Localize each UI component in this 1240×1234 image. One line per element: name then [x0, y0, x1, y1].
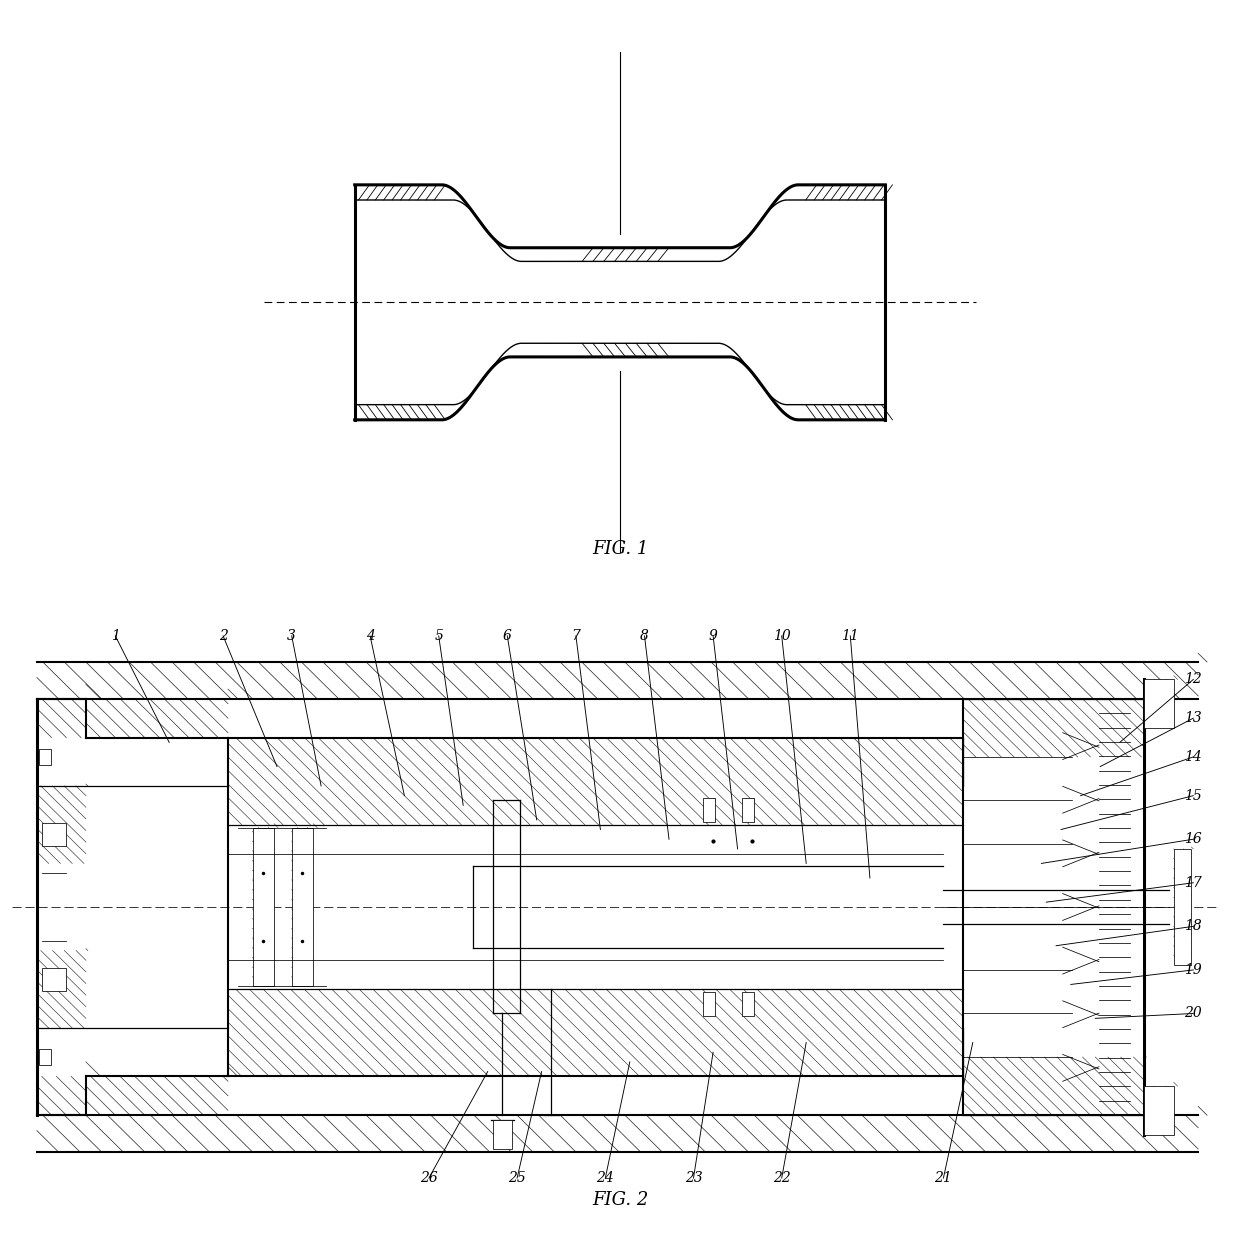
Text: 20: 20 [1184, 1007, 1202, 1021]
Text: FIG. 2: FIG. 2 [591, 1191, 649, 1209]
Text: 24: 24 [596, 1171, 614, 1185]
Bar [1174, 849, 1192, 965]
Bar [253, 828, 274, 986]
Text: 7: 7 [572, 629, 580, 643]
Text: 4: 4 [366, 629, 374, 643]
Text: 12: 12 [1184, 673, 1202, 686]
Bar [42, 823, 66, 847]
Bar [38, 749, 51, 765]
Text: 10: 10 [773, 629, 791, 643]
Bar [38, 1049, 51, 1065]
Text: 6: 6 [503, 629, 512, 643]
Text: 13: 13 [1184, 711, 1202, 726]
Text: 9: 9 [709, 629, 718, 643]
Text: 18: 18 [1184, 919, 1202, 933]
Bar [1145, 1086, 1174, 1134]
Text: 17: 17 [1184, 876, 1202, 890]
Text: 25: 25 [508, 1171, 526, 1185]
Text: 3: 3 [288, 629, 296, 643]
Text: 21: 21 [935, 1171, 952, 1185]
Text: 11: 11 [842, 629, 859, 643]
Bar [743, 992, 754, 1017]
Bar [703, 797, 715, 822]
Text: 22: 22 [773, 1171, 791, 1185]
Bar [291, 828, 314, 986]
Bar [492, 1120, 512, 1149]
Text: 23: 23 [684, 1171, 702, 1185]
Bar [42, 967, 66, 991]
Text: 16: 16 [1184, 832, 1202, 847]
Text: 8: 8 [640, 629, 649, 643]
Text: 19: 19 [1184, 963, 1202, 977]
Text: 2: 2 [218, 629, 227, 643]
Bar [743, 797, 754, 822]
Bar [1145, 680, 1174, 728]
Text: 15: 15 [1184, 789, 1202, 802]
Text: FIG. 1: FIG. 1 [591, 539, 649, 558]
Text: 26: 26 [420, 1171, 438, 1185]
Bar [703, 992, 715, 1017]
Text: 14: 14 [1184, 750, 1202, 764]
Text: 5: 5 [434, 629, 443, 643]
Text: 1: 1 [110, 629, 120, 643]
